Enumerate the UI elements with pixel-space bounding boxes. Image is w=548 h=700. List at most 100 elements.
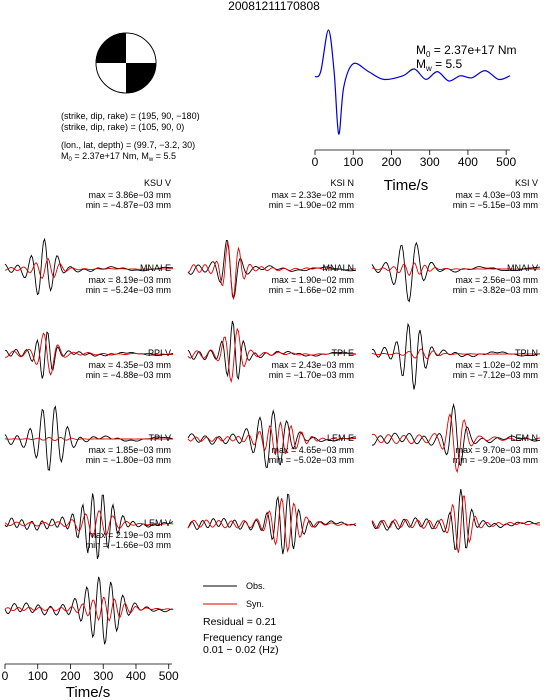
station-min: min = −1.66e−03 mm — [86, 540, 171, 550]
station-min: min = −5.15e−03 mm — [453, 200, 538, 210]
synthetic-trace — [4, 510, 174, 539]
observed-trace — [371, 489, 540, 550]
bottom-x-tick-label: 100 — [28, 669, 48, 683]
stf-x-tick-label: 0 — [312, 155, 319, 169]
station-name: KSI N — [330, 178, 354, 188]
synthetic-trace — [371, 495, 541, 553]
station-max: max = 2.56e−03 mm — [455, 275, 538, 285]
station-max: max = 1.90e−02 mm — [271, 275, 354, 285]
station-max: max = 1.02e−02 mm — [455, 360, 538, 370]
stf-curve — [314, 29, 511, 135]
station-min: min = −9.20e−03 mm — [453, 455, 538, 465]
observed-trace — [4, 237, 174, 296]
station-min: min = −7.12e−03 mm — [453, 370, 538, 380]
observed-trace — [371, 241, 540, 303]
bottom-x-tick-label: 500 — [159, 669, 179, 683]
synthetic-trace — [4, 596, 174, 622]
stf-x-tick-label: 100 — [343, 155, 363, 169]
mechanism-location: (lon., lat, depth) = (99.7, −3.2, 30) — [61, 140, 195, 150]
station-name: MNAI N — [323, 263, 355, 273]
station-name: KSU V — [144, 178, 171, 188]
bottom-time-axis: 0 100 200 300 400 500 Time/s — [2, 663, 179, 700]
focal-mechanism-beachball — [95, 32, 157, 94]
observed-trace — [4, 493, 174, 559]
station-min: min = −1.80e−03 mm — [86, 455, 171, 465]
synthetic-trace — [4, 332, 174, 376]
stf-x-ticks: 0 100 200 300 400 500 — [312, 150, 517, 169]
synthetic-trace — [187, 242, 357, 300]
stf-mw-label: Mw = 5.5 — [416, 57, 462, 73]
legend-syn-label: Syn. — [246, 599, 264, 609]
station-max: max = 3.86e−03 mm — [88, 190, 171, 200]
synthetic-trace — [371, 413, 541, 474]
station-max: max = 4.03e−03 mm — [455, 190, 538, 200]
station-min: min = −1.70e−03 mm — [269, 370, 354, 380]
stf-x-tick-label: 400 — [458, 155, 478, 169]
legend-obs-label: Obs. — [246, 581, 265, 591]
station-min: min = −4.88e−03 mm — [86, 370, 171, 380]
bottom-x-tick-label: 200 — [60, 669, 80, 683]
station-name: LEM E — [327, 433, 354, 443]
station-max: max = 9.70e−03 mm — [455, 445, 538, 455]
station-name: KSI V — [515, 178, 538, 188]
station-min: min = −1.66e−02 mm — [269, 285, 354, 295]
station-name: MNAI E — [140, 263, 171, 273]
synthetic-trace — [371, 348, 540, 360]
synthetic-trace — [372, 262, 540, 277]
station-max: max = 2.19e−03 mm — [88, 530, 171, 540]
bottom-xlabel: Time/s — [66, 684, 110, 700]
station-max: max = 2.43e−03 mm — [271, 360, 354, 370]
stf-x-tick-label: 200 — [381, 155, 401, 169]
station-max: max = 8.19e−03 mm — [88, 275, 171, 285]
station-name: TPI V — [148, 433, 171, 443]
mechanism-moment: M0 = 2.37e+17 Nm, Mw = 5.5 — [61, 151, 176, 163]
stf-x-tick-label: 500 — [496, 155, 516, 169]
observed-trace — [187, 239, 357, 301]
beachball-quadrant-nw — [96, 33, 126, 63]
station-max: max = 1.85e−03 mm — [88, 445, 171, 455]
station-name: TPI N — [515, 348, 538, 358]
bottom-x-tick-label: 0 — [2, 669, 9, 683]
legend: Obs. Syn. Residual = 0.21 Frequency rang… — [203, 581, 283, 656]
synthetic-trace — [187, 327, 356, 384]
figure-title: 20081211170808 — [228, 0, 320, 13]
bottom-x-tick-label: 300 — [93, 669, 113, 683]
synthetic-trace — [4, 257, 173, 280]
station-max: max = 2.33e−02 mm — [271, 190, 354, 200]
stf-x-tick-label: 300 — [420, 155, 440, 169]
mechanism-plane-1: (strike, dip, rake) = (195, 90, −180) — [61, 111, 200, 121]
mechanism-plane-2: (strike, dip, rake) = (105, 90, 0) — [61, 122, 184, 132]
observed-trace — [4, 331, 174, 379]
frequency-range-label: Frequency range — [203, 632, 283, 644]
station-max: max = 4.35e−03 mm — [88, 360, 171, 370]
synthetic-trace — [4, 436, 173, 442]
synthetic-trace — [187, 420, 357, 456]
station-min: min = −1.90e−02 mm — [269, 200, 354, 210]
station-name: PPI V — [148, 348, 171, 358]
station-name: LEM N — [510, 433, 538, 443]
station-min: min = −5.24e−03 mm — [86, 285, 171, 295]
stf-xlabel: Time/s — [384, 177, 428, 194]
station-name: TPI E — [331, 348, 354, 358]
frequency-range-values: 0.01 − 0.02 (Hz) — [203, 644, 279, 656]
beachball-quadrant-se — [126, 63, 156, 93]
station-min: min = −5.02e−03 mm — [269, 455, 354, 465]
station-name: LEM V — [144, 518, 171, 528]
station-name: MNAI V — [507, 263, 538, 273]
station-min: min = −4.87e−03 mm — [86, 200, 171, 210]
bottom-x-ticks: 0 100 200 300 400 500 — [2, 664, 179, 683]
